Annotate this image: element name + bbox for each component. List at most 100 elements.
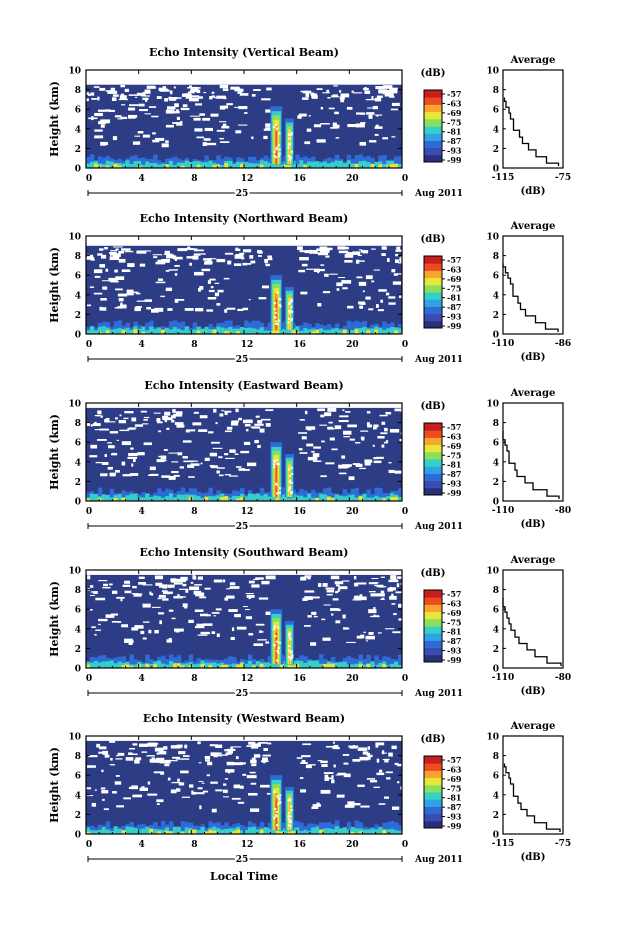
echo-cell — [244, 496, 249, 501]
echo-cell — [244, 328, 249, 334]
no-echo-gap — [312, 596, 320, 599]
no-echo-gap — [314, 252, 323, 254]
no-echo-gap — [189, 784, 194, 788]
core-speckle — [273, 625, 276, 628]
no-echo-gap — [211, 441, 220, 444]
echo-cell — [121, 497, 126, 501]
no-echo-gap — [176, 122, 183, 126]
no-echo-gap — [172, 97, 182, 99]
no-echo-gap — [135, 306, 142, 308]
x-tick-label: 8 — [191, 174, 197, 184]
no-echo-gap — [207, 761, 213, 766]
no-echo-gap — [235, 408, 239, 413]
no-echo-gap — [311, 450, 315, 453]
no-echo-gap — [155, 281, 166, 284]
colorbar-swatch — [424, 97, 442, 105]
no-echo-gap — [112, 590, 118, 594]
no-echo-gap — [164, 759, 171, 764]
no-echo-gap — [199, 415, 208, 419]
echo-cell — [97, 824, 103, 834]
no-echo-gap — [117, 752, 125, 756]
no-echo-gap — [377, 632, 382, 634]
no-echo-gap — [110, 613, 119, 616]
echo-cell — [378, 497, 383, 501]
no-echo-gap — [242, 307, 249, 311]
no-echo-gap — [171, 617, 176, 620]
core-speckle — [290, 650, 293, 653]
no-echo-gap — [251, 757, 256, 761]
no-echo-gap — [102, 286, 108, 290]
no-echo-gap — [394, 762, 399, 766]
echo-cell — [251, 659, 257, 668]
echo-cell — [228, 160, 233, 168]
no-echo-gap — [301, 755, 311, 758]
no-echo-gap — [363, 631, 366, 634]
no-echo-gap — [119, 95, 127, 100]
y-tick-label: 0 — [75, 331, 81, 341]
no-echo-gap — [192, 576, 197, 580]
no-echo-gap — [94, 429, 102, 431]
echo-cell — [97, 156, 103, 168]
echo-cell — [224, 664, 229, 668]
profile-title: Average — [510, 555, 556, 566]
colorbar-tick-label: -57 — [447, 755, 461, 765]
y-axis-label: Height (km) — [48, 247, 61, 323]
echo-cell — [295, 326, 300, 334]
no-echo-gap — [320, 123, 330, 125]
echo-cell — [398, 830, 403, 834]
colorbar-tick-label: -69 — [447, 108, 462, 118]
y-tick-label: 4 — [75, 625, 81, 635]
no-echo-gap — [218, 474, 224, 477]
echo-cell — [176, 328, 182, 334]
echo-background — [86, 740, 402, 834]
echo-cell — [208, 664, 213, 668]
no-echo-gap — [265, 263, 270, 267]
profile-y-tick-label: 4 — [493, 791, 499, 801]
no-echo-gap — [193, 249, 204, 252]
no-echo-gap — [371, 577, 379, 580]
y-tick-label: 6 — [75, 439, 81, 449]
echo-cell — [165, 496, 170, 501]
echo-cell — [263, 330, 269, 334]
no-echo-gap — [107, 442, 112, 444]
no-echo-gap — [191, 460, 198, 462]
echo-cell — [145, 663, 150, 668]
core-speckle — [278, 319, 281, 322]
no-echo-gap — [148, 474, 154, 477]
echo-cell — [338, 329, 344, 334]
no-echo-gap — [240, 450, 250, 454]
no-echo-gap — [167, 777, 171, 781]
core-speckle — [287, 155, 290, 158]
y-axis-label: Height (km) — [48, 581, 61, 657]
no-echo-gap — [174, 273, 178, 276]
x-tick-label: 20 — [346, 840, 359, 850]
profile-x-label: (dB) — [521, 186, 546, 197]
no-echo-gap — [128, 107, 136, 111]
echo-cell — [299, 660, 304, 668]
echo-cell — [161, 491, 166, 501]
no-echo-gap — [139, 109, 148, 112]
echo-cell — [315, 498, 320, 501]
no-echo-gap — [94, 129, 103, 132]
no-echo-gap — [155, 137, 165, 141]
no-echo-gap — [341, 455, 346, 459]
echo-cell — [378, 327, 383, 334]
no-echo-gap — [265, 641, 270, 644]
echo-cell — [113, 498, 119, 501]
no-echo-gap — [232, 746, 242, 748]
echo-cell — [287, 498, 292, 501]
no-echo-gap — [338, 472, 347, 475]
no-echo-gap — [197, 96, 203, 99]
no-echo-gap — [316, 248, 327, 251]
no-echo-gap — [209, 278, 216, 281]
colorbar-frame — [423, 255, 443, 329]
echo-cell — [326, 828, 332, 834]
echo-cell — [303, 490, 308, 501]
echo-cell — [89, 825, 95, 834]
no-echo-gap — [134, 96, 138, 98]
no-echo-gap — [329, 437, 335, 441]
no-echo-gap — [365, 296, 371, 300]
echo-cell — [161, 655, 166, 668]
colorbar-tick-label: -93 — [447, 146, 462, 156]
colorbar-tick-label: -75 — [447, 617, 461, 627]
